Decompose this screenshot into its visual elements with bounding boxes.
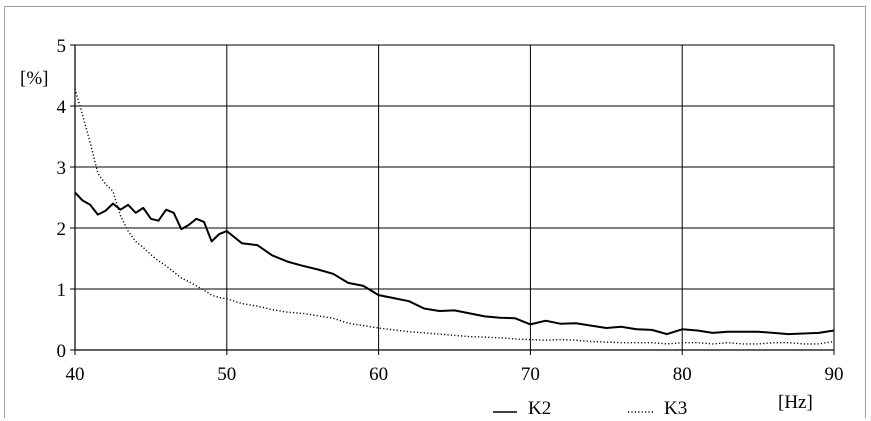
legend-label-k2: K2 bbox=[528, 398, 551, 419]
y-tick-label: 1 bbox=[57, 280, 67, 301]
series-lines bbox=[74, 88, 835, 345]
y-axis-label: [%] bbox=[20, 68, 48, 89]
y-tick-label: 2 bbox=[57, 219, 67, 240]
x-tick-labels: 40 50 60 70 80 90 bbox=[66, 364, 844, 385]
y-tick-label: 0 bbox=[57, 341, 67, 362]
series-line-k3 bbox=[74, 88, 835, 345]
axes bbox=[70, 44, 835, 355]
x-tick-label: 80 bbox=[673, 364, 692, 385]
legend-label-k3: K3 bbox=[664, 398, 687, 419]
y-tick-label: 4 bbox=[57, 97, 67, 118]
x-tick-label: 40 bbox=[66, 364, 85, 385]
y-tick-label: 3 bbox=[57, 158, 67, 179]
x-tick-label: 50 bbox=[217, 364, 236, 385]
x-tick-label: 60 bbox=[369, 364, 388, 385]
chart-frame bbox=[4, 6, 866, 418]
series-line-k2 bbox=[74, 191, 835, 336]
x-tick-label: 70 bbox=[521, 364, 540, 385]
x-tick-label: 90 bbox=[825, 364, 844, 385]
y-tick-labels: 0 1 2 3 4 5 bbox=[57, 36, 67, 362]
y-tick-label: 5 bbox=[57, 36, 67, 57]
grid bbox=[75, 44, 835, 350]
legend: K2 K3 bbox=[493, 398, 687, 419]
x-axis-label: [Hz] bbox=[778, 392, 813, 413]
